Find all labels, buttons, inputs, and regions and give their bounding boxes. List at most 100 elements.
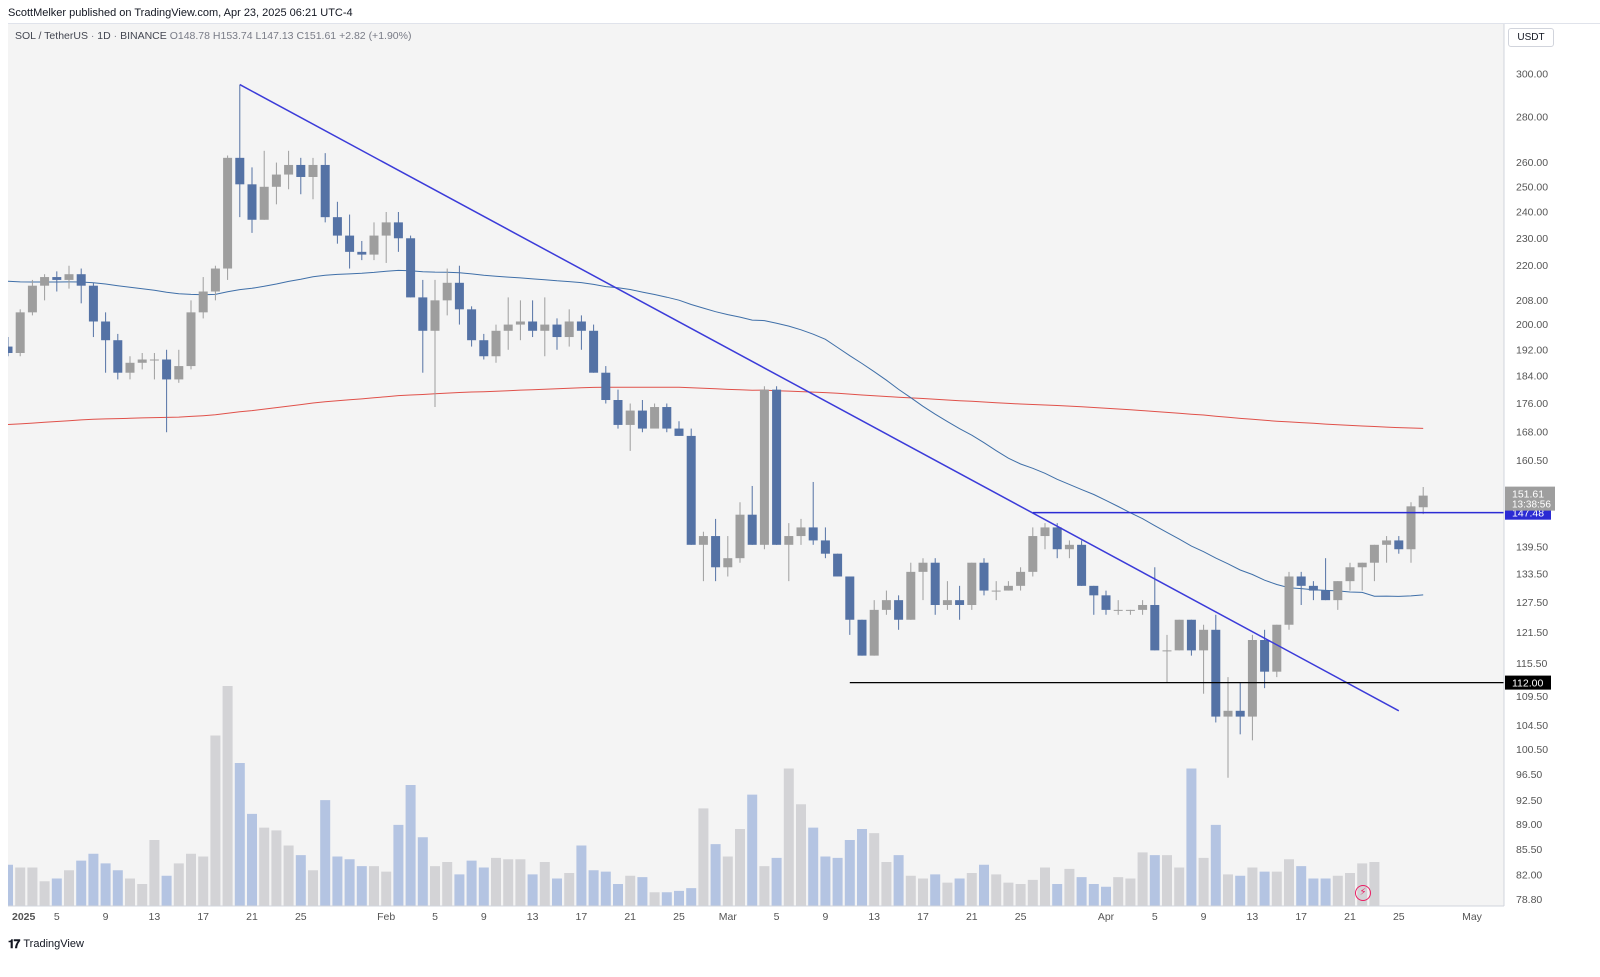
price-tick-label: 240.00 <box>1516 206 1548 218</box>
candle-body <box>1052 527 1062 550</box>
volume-bar <box>1088 884 1099 906</box>
time-tick-label: May <box>1462 911 1483 923</box>
candle-body <box>491 330 501 357</box>
candle-body <box>991 590 1001 592</box>
volume-bar <box>808 827 819 906</box>
candle-body <box>345 235 355 252</box>
volume-bar <box>161 875 172 906</box>
volume-bar <box>308 870 318 906</box>
time-tick-label: 21 <box>246 911 258 923</box>
volume-bar <box>820 856 831 906</box>
candle-body <box>564 321 574 338</box>
candle-body <box>259 186 269 220</box>
candle-body <box>1211 629 1221 717</box>
volume-bar <box>1015 884 1026 906</box>
candle-body <box>833 553 843 577</box>
candle-body <box>820 540 830 554</box>
time-tick-label: Apr <box>1098 911 1115 923</box>
candle-body <box>8 346 13 354</box>
symbol-pair[interactable]: SOL / TetherUS <box>15 30 88 42</box>
candle-body <box>540 324 550 331</box>
candle-body <box>735 514 745 559</box>
volume-bar <box>149 840 160 906</box>
volume-bar <box>381 871 392 906</box>
candle-body <box>1150 604 1160 651</box>
volume-bar <box>857 829 867 906</box>
volume-bar <box>600 871 611 906</box>
volume-bar <box>649 892 660 906</box>
volume-bar <box>1210 824 1221 906</box>
price-tick-label: 192.00 <box>1516 344 1548 356</box>
volume-bar <box>27 867 38 906</box>
candle-body <box>40 277 50 286</box>
chart-canvas[interactable]: 300.00 280.00 260.00 250.00 240.00 230.00 220.… <box>8 24 1600 954</box>
high-label: H <box>212 30 221 42</box>
candle-body <box>869 609 879 656</box>
volume-bar <box>515 859 526 906</box>
volume-bar <box>210 735 221 906</box>
published-byline: ScottMelker published on TradingView.com… <box>8 7 353 19</box>
candle-body <box>918 562 928 572</box>
time-tick-label: 9 <box>481 911 487 923</box>
symbol-interval[interactable]: 1D <box>97 30 111 42</box>
candle-body <box>772 389 782 545</box>
candle-body <box>1418 495 1428 508</box>
volume-bar <box>1332 875 1343 906</box>
volume-bar <box>991 874 1002 906</box>
volume-bar <box>222 686 233 906</box>
candle-body <box>784 536 794 545</box>
currency-selector[interactable]: USDT <box>1508 28 1554 47</box>
close-label: C <box>296 30 305 42</box>
price-tick-label: 85.50 <box>1516 844 1542 856</box>
volume-bar <box>1064 868 1075 906</box>
volume-bar <box>1101 886 1111 906</box>
candle-body <box>1406 506 1416 550</box>
candle-body <box>393 222 403 239</box>
candle-body <box>88 285 98 322</box>
volume-bar <box>674 890 684 906</box>
volume-bar <box>51 878 62 906</box>
volume-bar <box>1186 768 1197 906</box>
footer-brand: TradingView <box>23 938 84 950</box>
plot-background <box>8 24 1504 906</box>
candle-body <box>674 428 684 436</box>
volume-bar <box>1320 878 1331 906</box>
candle-body <box>796 527 806 537</box>
price-tick-label: 133.50 <box>1516 569 1548 581</box>
volume-bar <box>1369 862 1380 906</box>
symbol-exchange: BINANCE <box>120 30 167 42</box>
volume-bar <box>1076 877 1087 906</box>
volume-bar <box>1296 866 1307 906</box>
candle-body <box>881 600 891 610</box>
volume-bar <box>564 873 575 906</box>
candle-body <box>186 312 196 367</box>
candle-body <box>1296 576 1306 586</box>
price-tick-label: 208.00 <box>1516 295 1548 307</box>
price-tick-label: 92.50 <box>1516 795 1542 807</box>
volume-bar <box>1247 867 1258 906</box>
ma-50-line <box>8 269 1424 597</box>
chart-pane[interactable]: 300.00 280.00 260.00 250.00 240.00 230.00 220.… <box>8 23 1600 954</box>
candle-body <box>1016 571 1026 586</box>
candle-body <box>1345 567 1355 582</box>
volume-bar <box>466 860 477 906</box>
lightning-icon[interactable]: ⚡ <box>1355 885 1371 901</box>
price-tick-label: 115.50 <box>1516 658 1547 670</box>
price-tick-label: 176.00 <box>1516 398 1548 410</box>
time-tick-label: 21 <box>966 911 978 923</box>
candle-body <box>467 309 477 341</box>
volume-bar <box>112 870 123 906</box>
candle-body <box>479 340 489 357</box>
candle-body <box>210 268 220 292</box>
time-tick-label: 25 <box>295 911 307 923</box>
volume-bar <box>613 884 623 906</box>
price-tick-label: 280.00 <box>1516 111 1548 123</box>
price-tick-label: 127.50 <box>1516 597 1548 609</box>
candle-body <box>27 285 37 313</box>
candle-body <box>894 600 904 620</box>
volume-bar <box>503 859 514 906</box>
candle-body <box>637 410 647 429</box>
candle-body <box>1040 527 1050 537</box>
volume-bar <box>1027 879 1038 906</box>
candle-body <box>271 174 281 187</box>
